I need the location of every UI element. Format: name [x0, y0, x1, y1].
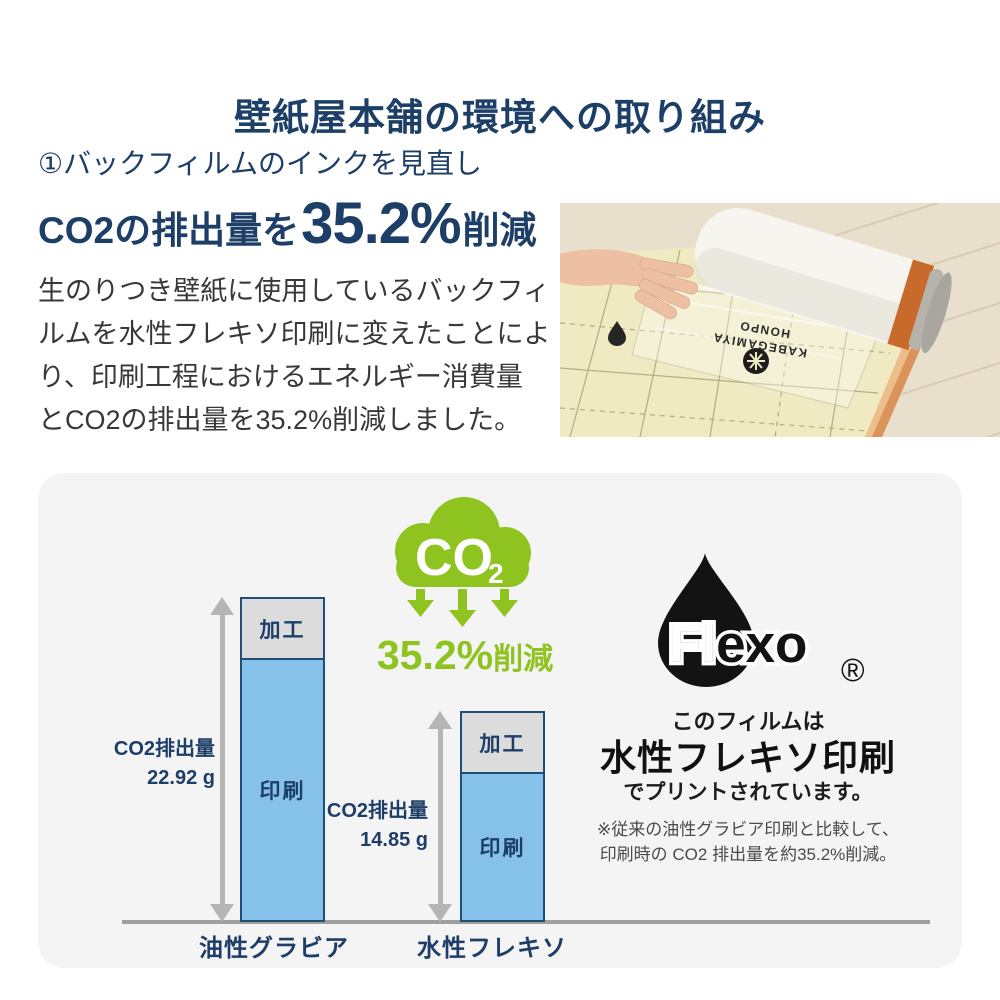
- flexo-brand-text: Flexo: [669, 615, 807, 674]
- co2-cloud: CO 2: [376, 495, 548, 629]
- chart-bar: 加工 印刷: [460, 711, 545, 922]
- arrow-down-head-icon: [210, 904, 234, 922]
- reduction-value: 35.2%: [376, 632, 494, 678]
- emission-label: CO2排出量 22.92 g: [55, 735, 215, 793]
- bar-segment-processing: 加工: [242, 599, 323, 660]
- height-arrow: [428, 711, 452, 922]
- stat-suffix: 削減: [462, 210, 537, 251]
- bar-segment-printing: 印刷: [242, 660, 323, 920]
- reduction-suffix: 削減: [493, 643, 554, 676]
- arrow-down-head-icon: [428, 904, 452, 922]
- infographic-panel: CO 2 35.2%削減 Flexo Fl ® このフィルムは 水性フレキソ印刷…: [38, 473, 962, 968]
- hand: [555, 249, 699, 320]
- stat-value: 35.2%: [301, 191, 461, 256]
- page-title: 壁紙屋本舗の環境への取り組み: [234, 96, 766, 138]
- stat-prefix: CO2の排出量を: [38, 210, 300, 251]
- product-photo: KABEGAMIYA HONPO: [555, 182, 1000, 514]
- flexo-logo: Flexo Fl ®: [636, 547, 896, 692]
- reduction-callout: 35.2%削減: [360, 632, 570, 679]
- category-label: 油性グラビア: [199, 935, 349, 962]
- flexo-brand-text-on-drop: Fl: [669, 615, 716, 674]
- arrow-up-head-icon: [210, 597, 234, 615]
- arrow-up-head-icon: [428, 711, 452, 729]
- emission-label-value: 14.85 g: [360, 829, 428, 851]
- wallpaper-roll: [694, 208, 952, 353]
- film-statement-line3: でプリントされています。: [623, 781, 873, 804]
- arrow-shaft: [219, 610, 225, 909]
- arrow-shaft: [437, 724, 443, 909]
- emission-label: CO2排出量 14.85 g: [268, 797, 428, 855]
- section-heading: ①バックフィルムのインクを見直し: [38, 148, 482, 179]
- chart-bar: 加工 印刷: [240, 597, 325, 922]
- footnote-line1: ※従来の油性グラビア印刷と比較して、: [597, 820, 899, 839]
- co2-cloud-icon: CO 2: [395, 497, 531, 627]
- segment-label: 印刷: [259, 780, 306, 803]
- emission-label-title: CO2排出量: [113, 738, 215, 760]
- segment-label: 印刷: [479, 837, 526, 860]
- flexo-logo-graphic: Flexo Fl ®: [658, 553, 865, 688]
- intro-section: ①バックフィルムのインクを見直し CO2の排出量を 35.2% 削減 生のりつき…: [38, 142, 558, 442]
- flexo-droplet-icon: [658, 553, 754, 687]
- film-statement-line2: 水性フレキソ印刷: [599, 737, 896, 778]
- segment-label: 加工: [259, 618, 306, 642]
- sheet-droplet-mark-icon: [608, 321, 626, 346]
- footnote-line2: 印刷時の CO2 排出量を約35.2%削減。: [599, 845, 897, 864]
- emission-label-title: CO2排出量: [326, 800, 428, 822]
- stat-line: CO2の排出量を 35.2% 削減: [38, 190, 558, 257]
- axis-line: [122, 920, 930, 924]
- cloud-co2-subscript: 2: [488, 558, 504, 589]
- wallpaper-photo-illustration: KABEGAMIYA HONPO: [555, 182, 1000, 514]
- emission-label-value: 22.92 g: [147, 767, 215, 789]
- height-arrow: [210, 597, 234, 922]
- cloud-co2-text: CO: [415, 529, 493, 587]
- segment-label: 加工: [479, 732, 526, 756]
- registered-trademark-icon: ®: [841, 652, 865, 688]
- intro-body: 生のりつき壁紙に使用しているバックフィ ルムを水性フレキソ印刷に変えたことによ …: [38, 276, 551, 435]
- bar-segment-processing: 加工: [462, 713, 543, 774]
- category-label: 水性フレキソ: [417, 935, 567, 962]
- bar-segment-printing: 印刷: [462, 774, 543, 920]
- film-statement-line1: このフィルムは: [671, 709, 825, 734]
